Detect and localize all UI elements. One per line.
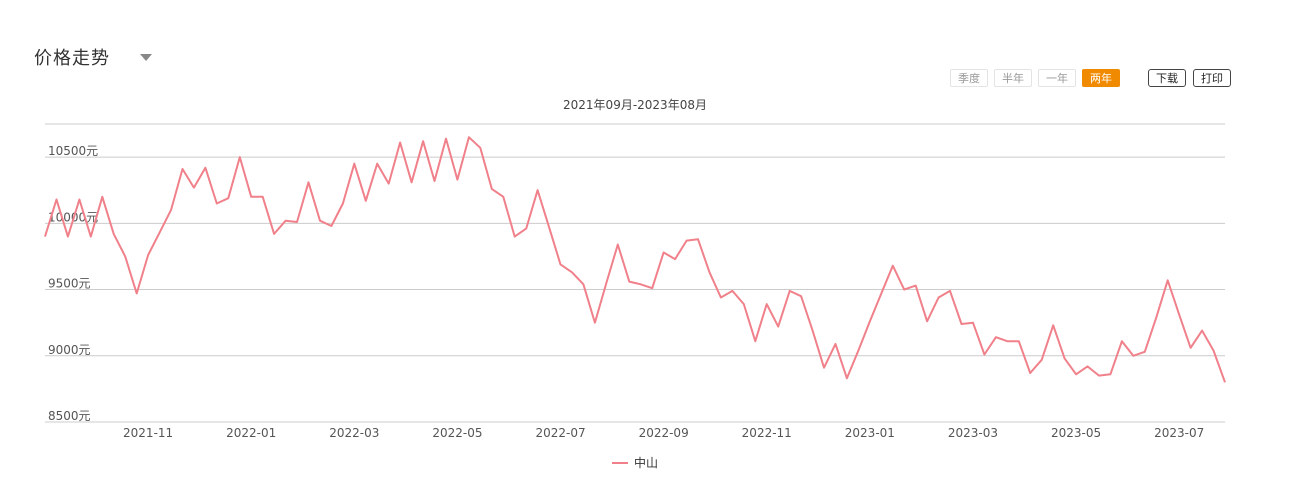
x-tick-label: 2023-01 bbox=[845, 426, 895, 440]
chevron-down-icon[interactable] bbox=[140, 53, 152, 61]
range-one-year-button[interactable]: 一年 bbox=[1038, 69, 1076, 87]
x-tick-label: 2022-05 bbox=[432, 426, 482, 440]
print-button[interactable]: 打印 bbox=[1193, 69, 1231, 87]
chart-actions: 下载 打印 bbox=[1148, 69, 1231, 87]
page-title: 价格走势 bbox=[34, 48, 110, 69]
y-tick-label: 9500元 bbox=[48, 277, 91, 291]
x-tick-label: 2023-05 bbox=[1051, 426, 1101, 440]
y-tick-label: 10500元 bbox=[48, 144, 98, 158]
x-tick-label: 2023-03 bbox=[948, 426, 998, 440]
x-tick-label: 2022-09 bbox=[639, 426, 689, 440]
x-tick-label: 2022-03 bbox=[329, 426, 379, 440]
range-half-year-button[interactable]: 半年 bbox=[994, 69, 1032, 87]
legend-item[interactable]: 中山 bbox=[612, 454, 658, 471]
x-tick-label: 2022-01 bbox=[226, 426, 276, 440]
legend-swatch bbox=[612, 461, 628, 464]
download-button[interactable]: 下载 bbox=[1148, 69, 1186, 87]
x-tick-label: 2022-11 bbox=[742, 426, 792, 440]
chart-title: 2021年09月-2023年08月 bbox=[563, 98, 707, 112]
legend-label: 中山 bbox=[634, 456, 659, 470]
range-two-year-button[interactable]: 两年 bbox=[1082, 69, 1120, 87]
chart-header: 价格走势 bbox=[34, 44, 152, 70]
series-line-zhongshan bbox=[44, 136, 1226, 383]
range-quarter-button[interactable]: 季度 bbox=[950, 69, 988, 87]
y-tick-label: 9000元 bbox=[48, 343, 91, 357]
range-selector: 季度 半年 一年 两年 bbox=[950, 69, 1120, 87]
y-tick-label: 8500元 bbox=[48, 409, 91, 423]
x-tick-label: 2021-11 bbox=[123, 426, 173, 440]
x-tick-label: 2022-07 bbox=[535, 426, 585, 440]
x-tick-label: 2023-07 bbox=[1154, 426, 1204, 440]
